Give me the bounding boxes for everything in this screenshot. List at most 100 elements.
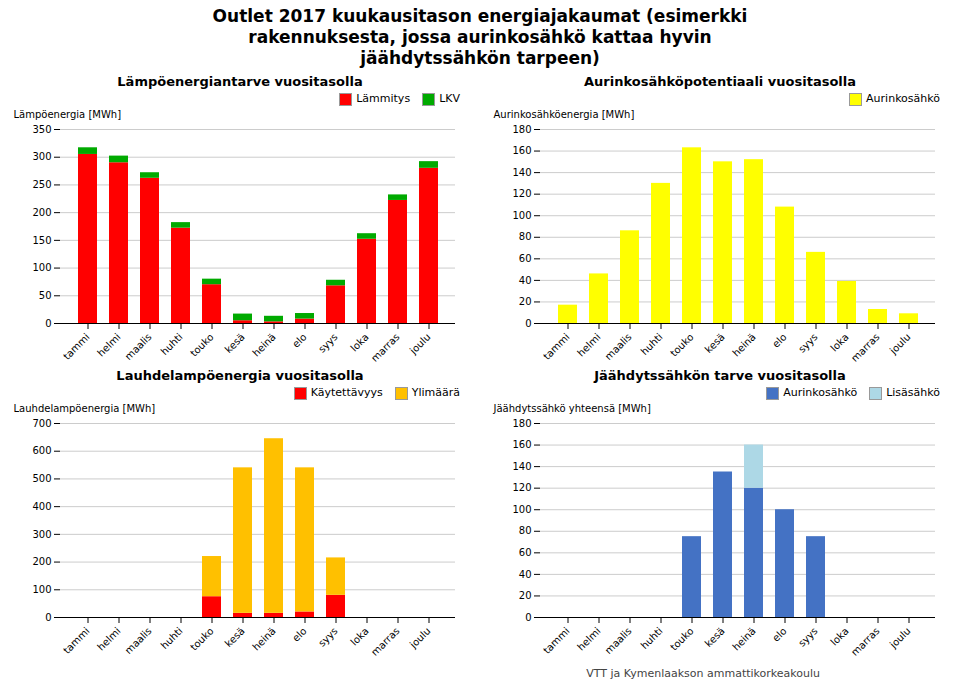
svg-text:touko: touko (188, 625, 216, 653)
svg-text:0: 0 (525, 612, 531, 623)
html-text:Aurinkosähkö: Aurinkosähkö (866, 92, 940, 106)
svg-text:huhti: huhti (159, 331, 185, 357)
svg-text:joulu: joulu (887, 625, 913, 651)
svg-text:700: 700 (32, 418, 51, 429)
svg-text:160: 160 (512, 145, 531, 156)
svg-text:syys: syys (796, 625, 820, 649)
svg-text:300: 300 (32, 529, 51, 540)
svg-text:tammi: tammi (541, 331, 572, 362)
svg-text:heinä: heinä (250, 625, 277, 652)
svg-text:250: 250 (32, 179, 51, 190)
svg-text:0: 0 (45, 318, 51, 329)
svg-text:140: 140 (512, 461, 531, 472)
svg-text:elo: elo (290, 331, 308, 349)
svg-text:kesä: kesä (223, 625, 247, 649)
svg-text:160: 160 (512, 439, 531, 450)
svg-text:180: 180 (512, 418, 531, 429)
svg-text:heinä: heinä (730, 331, 757, 358)
svg-text:20: 20 (519, 296, 532, 307)
svg-text:tammi: tammi (541, 625, 572, 656)
html-text:jäähdytssähkön tarpeen): jäähdytssähkön tarpeen) (360, 48, 600, 68)
html-text:Lämpöenergiantarve vuositasoll: Lämpöenergiantarve vuositasolla (117, 74, 363, 89)
svg-text:80: 80 (519, 525, 532, 536)
svg-text:100: 100 (512, 210, 531, 221)
svg-text:huhti: huhti (159, 625, 185, 651)
svg-text:loka: loka (828, 625, 850, 647)
svg-text:tammi: tammi (61, 331, 92, 362)
svg-text:touko: touko (668, 625, 696, 653)
svg-text:maalis: maalis (603, 625, 634, 656)
svg-text:60: 60 (519, 547, 532, 558)
svg-text:0: 0 (525, 318, 531, 329)
html-text:rakennuksesta, jossa aurinkosä: rakennuksesta, jossa aurinkosähkö kattaa… (248, 27, 712, 47)
svg-text:marras: marras (849, 331, 882, 364)
svg-text:syys: syys (316, 625, 340, 649)
svg-text:loka: loka (348, 625, 370, 647)
html-text:Outlet 2017 kuukausitason ener: Outlet 2017 kuukausitason energiajakauma… (212, 6, 748, 26)
svg-text:140: 140 (512, 167, 531, 178)
svg-text:Jäähdytssähkö yhteensä [MWh]: Jäähdytssähkö yhteensä [MWh] (493, 403, 651, 414)
svg-text:kesä: kesä (703, 625, 727, 649)
svg-text:120: 120 (512, 482, 531, 493)
svg-text:maalis: maalis (603, 331, 634, 362)
svg-text:marras: marras (369, 331, 402, 364)
svg-text:joulu: joulu (407, 331, 433, 357)
svg-text:Lauhdelampöenergia [MWh]: Lauhdelampöenergia [MWh] (14, 403, 156, 414)
svg-text:500: 500 (32, 473, 51, 484)
svg-text:loka: loka (828, 331, 850, 353)
svg-text:helmi: helmi (95, 625, 122, 652)
svg-text:elo: elo (770, 331, 788, 349)
svg-text:40: 40 (519, 569, 532, 580)
svg-text:marras: marras (849, 625, 882, 658)
svg-text:0: 0 (45, 612, 51, 623)
html-text:Käytettävyys: Käytettävyys (310, 386, 383, 400)
svg-text:maalis: maalis (123, 331, 154, 362)
svg-text:heinä: heinä (250, 331, 277, 358)
svg-text:300: 300 (32, 151, 51, 162)
svg-text:helmi: helmi (575, 625, 602, 652)
svg-text:helmi: helmi (95, 331, 122, 358)
svg-text:200: 200 (32, 556, 51, 567)
svg-text:100: 100 (32, 262, 51, 273)
svg-text:joulu: joulu (887, 331, 913, 357)
svg-text:huhti: huhti (639, 331, 665, 357)
html-text:LKV: LKV (439, 92, 460, 106)
html-text:Lämmitys: Lämmitys (356, 92, 411, 106)
svg-text:touko: touko (188, 331, 216, 359)
svg-text:syys: syys (796, 331, 820, 355)
svg-text:kesä: kesä (703, 331, 727, 355)
svg-text:touko: touko (668, 331, 696, 359)
svg-text:350: 350 (32, 124, 51, 135)
svg-text:120: 120 (512, 188, 531, 199)
svg-text:elo: elo (290, 625, 308, 643)
svg-text:60: 60 (519, 253, 532, 264)
svg-text:50: 50 (39, 290, 52, 301)
html-text:Jäähdytssähkön tarve vuositaso: Jäähdytssähkön tarve vuositasolla (594, 368, 846, 383)
svg-text:400: 400 (32, 501, 51, 512)
svg-text:200: 200 (32, 207, 51, 218)
svg-text:kesä: kesä (223, 331, 247, 355)
svg-text:600: 600 (32, 445, 51, 456)
svg-text:40: 40 (519, 275, 532, 286)
svg-text:joulu: joulu (407, 625, 433, 651)
html-text:Ylimäärä: Ylimäärä (411, 386, 460, 400)
svg-text:elo: elo (770, 625, 788, 643)
svg-text:Aurinkosähköenergia [MWh]: Aurinkosähköenergia [MWh] (494, 109, 635, 120)
svg-text:tammi: tammi (61, 625, 92, 656)
svg-text:heinä: heinä (730, 625, 757, 652)
svg-text:Lämpöenergia [MWh]: Lämpöenergia [MWh] (14, 109, 122, 120)
svg-text:180: 180 (512, 124, 531, 135)
html-text:Lauhdelampöenergia vuositasoll: Lauhdelampöenergia vuositasolla (116, 368, 364, 383)
svg-text:20: 20 (519, 590, 532, 601)
svg-text:maalis: maalis (123, 625, 154, 656)
html-text:Aurinkosähköpotentiaali vuosit: Aurinkosähköpotentiaali vuositasolla (584, 74, 856, 89)
svg-text:80: 80 (519, 231, 532, 242)
svg-text:marras: marras (369, 625, 402, 658)
svg-text:huhti: huhti (639, 625, 665, 651)
svg-text:100: 100 (512, 504, 531, 515)
svg-text:150: 150 (32, 235, 51, 246)
svg-text:helmi: helmi (575, 331, 602, 358)
svg-text:loka: loka (348, 331, 370, 353)
svg-text:syys: syys (316, 331, 340, 355)
svg-text:100: 100 (32, 584, 51, 595)
